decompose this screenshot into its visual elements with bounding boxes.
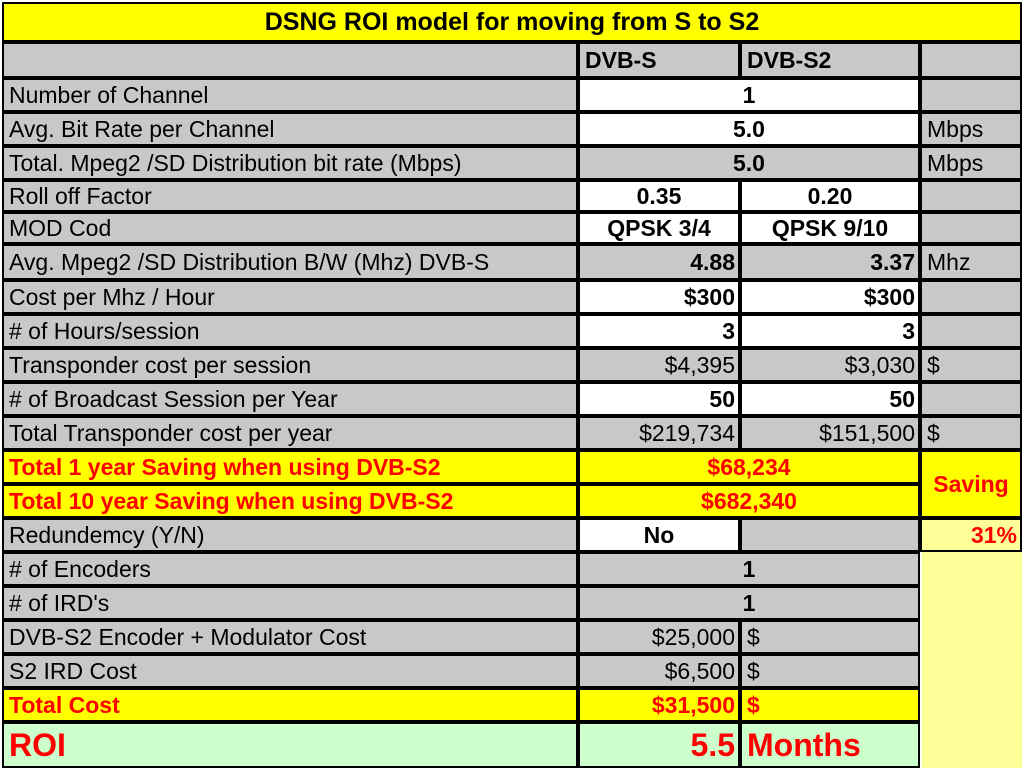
roi-label: ROI xyxy=(2,722,578,768)
bandwidth-unit: Mhz xyxy=(920,244,1022,280)
redundancy-blank-cell xyxy=(740,518,920,552)
page-title: DSNG ROI model for moving from S to S2 xyxy=(2,2,1022,42)
row-label-ird-cost: S2 IRD Cost xyxy=(2,654,578,688)
redundancy-value: No xyxy=(578,518,740,552)
encoders-value: 1 xyxy=(578,552,920,586)
row-label-hours: # of Hours/session xyxy=(2,314,578,348)
row-label-modcod: MOD Cod xyxy=(2,212,578,244)
row-label-total-bitrate: Total. Mpeg2 /SD Distribution bit rate (… xyxy=(2,146,578,180)
column-header-dvb-s2: DVB-S2 xyxy=(740,42,920,78)
row-label-saving-10yr: Total 10 year Saving when using DVB-S2 xyxy=(2,484,578,518)
row-label-encoder-cost: DVB-S2 Encoder + Modulator Cost xyxy=(2,620,578,654)
channels-value: 1 xyxy=(578,78,920,112)
ird-value: 1 xyxy=(578,586,920,620)
row-label-encoders: # of Encoders xyxy=(2,552,578,586)
saving-10yr-value: $682,340 xyxy=(578,484,920,518)
modcod-dvb-s: QPSK 3/4 xyxy=(578,212,740,244)
row-label-bitrate: Avg. Bit Rate per Channel xyxy=(2,112,578,146)
roi-value: 5.5 xyxy=(578,722,740,768)
transponder-year-unit: $ xyxy=(920,416,1022,450)
bitrate-value: 5.0 xyxy=(578,112,920,146)
row-label-total-cost: Total Cost xyxy=(2,688,578,722)
modcod-unit-cell xyxy=(920,212,1022,244)
header-blank-cell xyxy=(2,42,578,78)
rolloff-dvb-s: 0.35 xyxy=(578,180,740,212)
modcod-dvb-s2: QPSK 9/10 xyxy=(740,212,920,244)
header-unit-cell xyxy=(920,42,1022,78)
row-label-ird: # of IRD's xyxy=(2,586,578,620)
row-label-saving-1yr: Total 1 year Saving when using DVB-S2 xyxy=(2,450,578,484)
total-cost-value: $31,500 xyxy=(578,688,740,722)
rolloff-dvb-s2: 0.20 xyxy=(740,180,920,212)
saving-1yr-value: $68,234 xyxy=(578,450,920,484)
column-header-dvb-s: DVB-S xyxy=(578,42,740,78)
transponder-year-dvb-s: $219,734 xyxy=(578,416,740,450)
row-label-transponder-session: Transponder cost per session xyxy=(2,348,578,382)
roi-unit: Months xyxy=(740,722,920,768)
bandwidth-dvb-s2: 3.37 xyxy=(740,244,920,280)
total-cost-unit: $ xyxy=(740,688,920,722)
saving-label: Saving xyxy=(920,450,1022,518)
sessions-dvb-s2: 50 xyxy=(740,382,920,416)
cost-mhz-dvb-s2: $300 xyxy=(740,280,920,314)
hours-unit-cell xyxy=(920,314,1022,348)
bitrate-unit: Mbps xyxy=(920,112,1022,146)
cost-mhz-dvb-s: $300 xyxy=(578,280,740,314)
encoder-cost-value: $25,000 xyxy=(578,620,740,654)
row-label-channels: Number of Channel xyxy=(2,78,578,112)
row-label-redundancy: Redundemcy (Y/N) xyxy=(2,518,578,552)
transponder-session-dvb-s: $4,395 xyxy=(578,348,740,382)
hours-dvb-s2: 3 xyxy=(740,314,920,348)
bandwidth-dvb-s: 4.88 xyxy=(578,244,740,280)
row-label-sessions: # of Broadcast Session per Year xyxy=(2,382,578,416)
ird-cost-value: $6,500 xyxy=(578,654,740,688)
sessions-dvb-s: 50 xyxy=(578,382,740,416)
encoder-cost-unit: $ xyxy=(740,620,920,654)
row-label-bandwidth: Avg. Mpeg2 /SD Distribution B/W (Mhz) DV… xyxy=(2,244,578,280)
total-bitrate-unit: Mbps xyxy=(920,146,1022,180)
row-label-cost-mhz: Cost per Mhz / Hour xyxy=(2,280,578,314)
transponder-session-unit: $ xyxy=(920,348,1022,382)
ird-cost-unit: $ xyxy=(740,654,920,688)
rolloff-unit-cell xyxy=(920,180,1022,212)
channels-unit-cell xyxy=(920,78,1022,112)
transponder-year-dvb-s2: $151,500 xyxy=(740,416,920,450)
sessions-unit-cell xyxy=(920,382,1022,416)
cost-mhz-unit-cell xyxy=(920,280,1022,314)
row-label-transponder-year: Total Transponder cost per year xyxy=(2,416,578,450)
right-filler-area xyxy=(922,552,1022,768)
transponder-session-dvb-s2: $3,030 xyxy=(740,348,920,382)
saving-percent: 31% xyxy=(920,518,1022,552)
total-bitrate-value: 5.0 xyxy=(578,146,920,180)
row-label-rolloff: Roll off Factor xyxy=(2,180,578,212)
hours-dvb-s: 3 xyxy=(578,314,740,348)
